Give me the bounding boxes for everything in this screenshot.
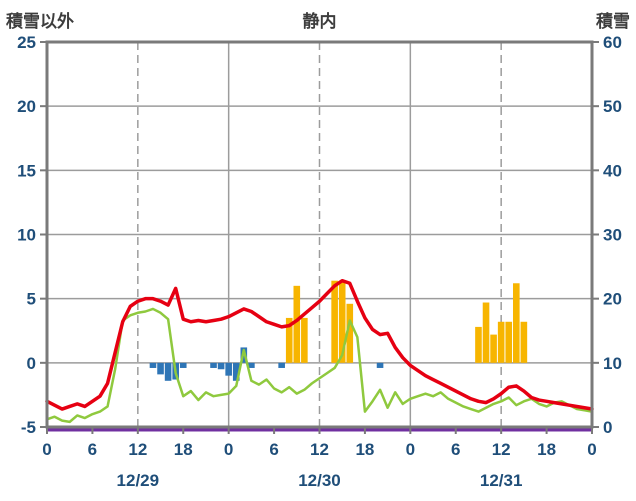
gold-bar <box>482 302 490 363</box>
gold-bar <box>520 321 528 363</box>
right-axis-title: 積雪 <box>596 12 630 31</box>
gold-bar <box>513 283 520 363</box>
axis-tick-label: 10 <box>17 226 36 245</box>
gold-bars <box>285 280 528 363</box>
gold-bar <box>497 321 505 363</box>
axis-tick-label: 0 <box>42 440 51 459</box>
blue-bar <box>179 362 187 368</box>
blue-bar <box>210 362 217 368</box>
gold-bar <box>490 334 497 363</box>
blue-bar <box>248 362 255 368</box>
blue-bar <box>149 362 157 368</box>
axis-tick-label: 30 <box>603 226 622 245</box>
blue-bar <box>376 362 384 368</box>
axis-tick-label: -5 <box>21 418 36 437</box>
axis-tick-label: 10 <box>603 354 622 373</box>
axis-tick-label: 18 <box>174 440 193 459</box>
axis-tick-label: 6 <box>88 440 97 459</box>
axis-tick-label: 12 <box>310 440 329 459</box>
axis-tick-label: 5 <box>27 290 36 309</box>
blue-bar <box>232 362 240 381</box>
blue-bar <box>225 362 232 376</box>
axis-tick-label: 50 <box>603 97 622 116</box>
gold-bar <box>346 303 354 363</box>
axis-tick-label: 0 <box>27 354 36 373</box>
gold-bar <box>475 326 482 363</box>
left-axis-title: 積雪以外 <box>6 12 74 31</box>
blue-bar <box>164 362 172 381</box>
axis-tick-label: 0 <box>224 440 233 459</box>
axis-tick-label: 12 <box>492 440 511 459</box>
gold-bar <box>331 280 338 363</box>
axis-tick-label: 12/30 <box>298 471 341 490</box>
blue-bar <box>157 362 164 375</box>
axis-tick-label: 0 <box>406 440 415 459</box>
axis-tick-label: 12 <box>128 440 147 459</box>
axis-tick-label: 20 <box>603 290 622 309</box>
red-line <box>45 278 594 411</box>
axis-tick-label: 12/31 <box>480 471 523 490</box>
gold-bar <box>505 321 513 363</box>
axis-tick-label: 6 <box>451 440 460 459</box>
gold-bar <box>285 317 293 363</box>
axis-tick-label: 6 <box>269 440 278 459</box>
gold-bar <box>301 317 308 363</box>
axis-tick-label: 0 <box>587 440 596 459</box>
axis-tick-label: 15 <box>17 161 36 180</box>
axis-tick-label: 18 <box>355 440 374 459</box>
gridlines <box>47 42 592 427</box>
gold-bar <box>293 285 301 363</box>
axis-tick-label: 18 <box>537 440 556 459</box>
green-line <box>45 307 594 424</box>
axis-tick-label: 40 <box>603 161 622 180</box>
axis-tick-label: 0 <box>603 418 612 437</box>
axis-tick-label: 12/29 <box>117 471 160 490</box>
axis-tick-label: 20 <box>17 97 36 116</box>
axis-tick-label: 25 <box>17 33 36 52</box>
axis-tick-label: 60 <box>603 33 622 52</box>
chart-title: 静内 <box>302 12 337 31</box>
blue-bar <box>217 362 225 370</box>
blue-bar <box>278 362 285 368</box>
gold-bar <box>338 280 346 363</box>
